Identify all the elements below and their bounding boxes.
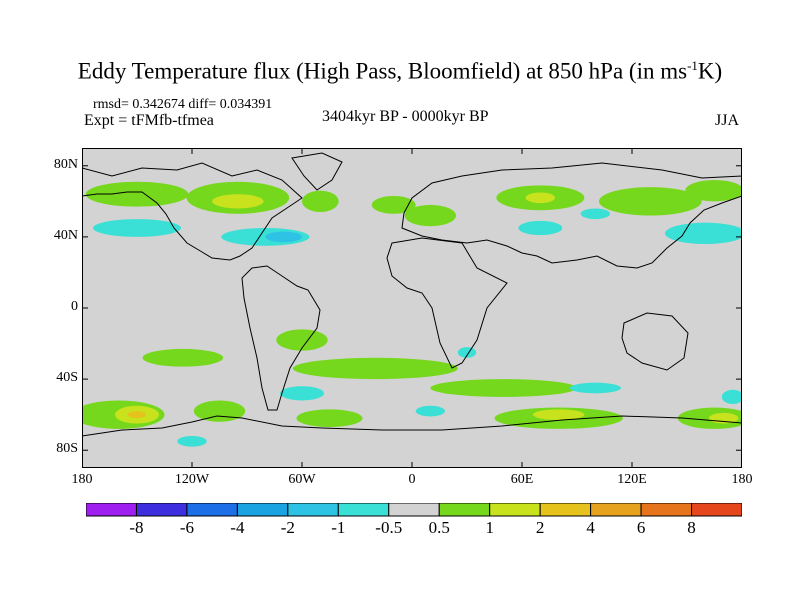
anomaly-patch — [599, 187, 702, 216]
anomaly-patch — [193, 400, 246, 422]
anomaly-patch — [518, 220, 563, 236]
colorbar-label: -2 — [280, 518, 295, 537]
y-tick-label: 40N — [53, 227, 78, 243]
anomaly-patch — [142, 348, 224, 367]
colorbar-label: -0.5 — [375, 518, 403, 537]
colorbar — [86, 503, 742, 517]
colorbar-label: 4 — [586, 518, 595, 537]
colorbar-swatch — [186, 503, 238, 517]
colorbar-label: -1 — [331, 518, 346, 537]
anomaly-patch — [580, 208, 610, 220]
coast-antarctica — [82, 415, 742, 437]
anomaly-patch — [430, 379, 577, 397]
colorbar-swatch — [337, 503, 390, 517]
anomaly-patch — [212, 194, 264, 209]
colorbar-label: 1 — [485, 518, 494, 537]
colorbar-swatch — [489, 503, 541, 517]
anomaly-patch — [93, 219, 181, 237]
colorbar-swatch — [438, 503, 491, 517]
anomaly-patch — [177, 436, 207, 447]
map-title: Eddy Temperature flux (High Pass, Bloomf… — [0, 58, 800, 85]
colorbar-label: 6 — [636, 518, 646, 537]
anomaly-layer — [82, 180, 742, 447]
anomaly-patch — [525, 192, 555, 204]
title-superscript: -1 — [687, 58, 698, 73]
title-suffix: K) — [697, 58, 723, 84]
coast-south-america — [241, 265, 321, 411]
title-main: Eddy Temperature flux (High Pass, Bloomf… — [77, 58, 688, 84]
colorbar-swatch — [287, 503, 339, 517]
y-tick-label: 0 — [71, 299, 78, 314]
colorbar-swatch — [135, 503, 188, 517]
x-tick-label: 0 — [408, 472, 416, 487]
colorbar-label: 2 — [535, 518, 545, 537]
colorbar-swatch — [539, 503, 592, 517]
colorbar-label: -6 — [179, 518, 194, 537]
coast-eurasia — [401, 162, 742, 269]
colorbar-swatch — [691, 503, 742, 517]
anomaly-patch — [415, 405, 446, 417]
x-tick-label: 60E — [510, 472, 534, 487]
anomaly-patch — [457, 347, 477, 358]
colorbar-swatch — [388, 503, 440, 517]
anomaly-patch — [371, 196, 416, 214]
y-tick-label: 80S — [56, 441, 78, 457]
anomaly-patch — [569, 382, 621, 394]
anomaly-patch — [276, 329, 328, 351]
x-tick-label: 180 — [731, 472, 753, 487]
colorbar-label: 8 — [687, 518, 696, 537]
coast-greenland — [291, 152, 343, 191]
anomaly-patch — [404, 204, 457, 227]
anomaly-patch — [85, 181, 189, 207]
coastline-layer — [82, 152, 742, 437]
colorbar-swatch — [236, 503, 289, 517]
colorbar-swatch — [590, 503, 642, 517]
colorbar-swatch — [86, 503, 137, 517]
period-label: 3404kyr BP - 0000kyr BP — [322, 108, 489, 125]
y-tick-label: 80N — [53, 156, 78, 172]
anomaly-patch — [685, 180, 742, 202]
y-tick-label: 40S — [56, 370, 78, 386]
anomaly-patch — [533, 409, 585, 420]
anomaly-patch — [296, 409, 363, 428]
map-plot — [82, 148, 742, 468]
anomaly-patch — [302, 190, 339, 212]
coast-africa — [386, 237, 508, 369]
colorbar-label: 0.5 — [428, 518, 450, 537]
anomaly-patch — [265, 231, 302, 243]
anomaly-patch — [721, 389, 742, 404]
coast-australia — [621, 312, 689, 371]
axis-frame — [82, 148, 742, 468]
experiment-label: Expt = tFMfb-tfmea — [84, 112, 214, 129]
x-tick-label: 180 — [71, 472, 93, 487]
stats-text: rmsd= 0.342674 diff= 0.034391 — [93, 97, 273, 112]
colorbar-label: -8 — [129, 518, 144, 537]
coast-north-america — [82, 162, 303, 261]
x-tick-label: 120W — [174, 472, 210, 487]
season-label: JJA — [715, 112, 740, 129]
anomaly-patch — [280, 386, 324, 401]
anomaly-patch — [127, 411, 147, 419]
x-tick-label: 60W — [288, 472, 316, 487]
anomaly-patch — [292, 357, 458, 380]
colorbar-swatch — [640, 503, 693, 517]
x-tick-label: 120E — [617, 472, 647, 487]
colorbar-label: -4 — [230, 518, 245, 537]
anomaly-patch — [665, 222, 742, 244]
